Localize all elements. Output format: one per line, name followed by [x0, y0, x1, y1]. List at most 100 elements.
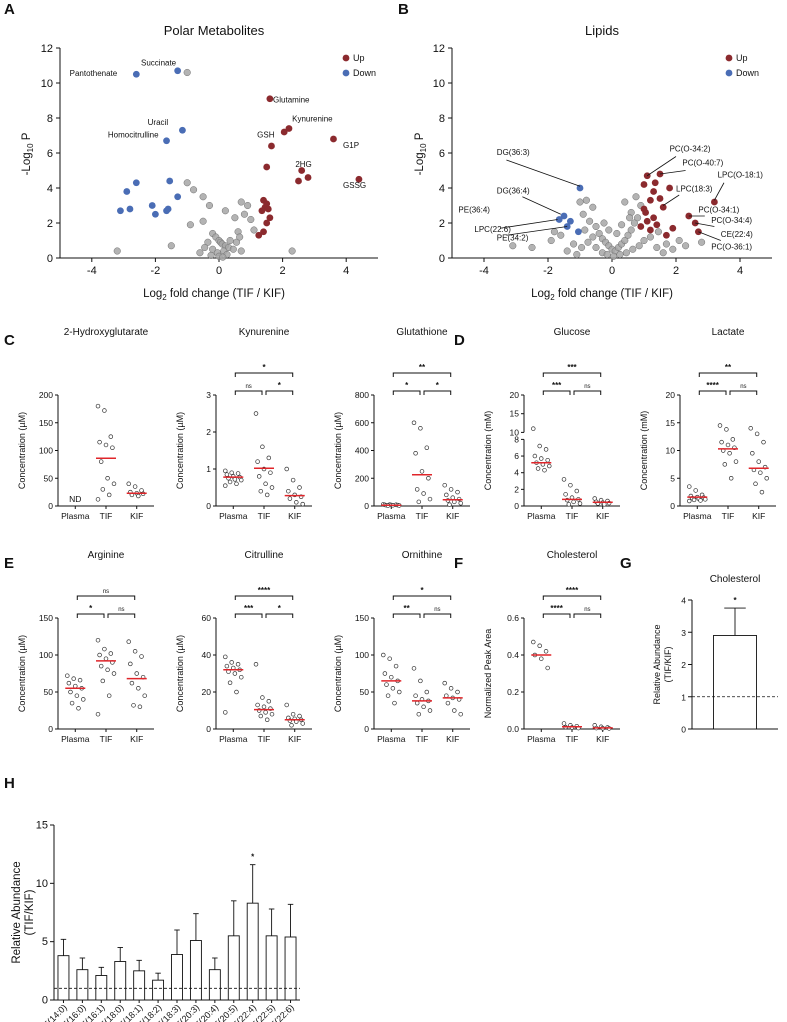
- data-point: [421, 491, 426, 496]
- data-point: [269, 485, 275, 490]
- plot-title: 2-Hydroxyglutarate: [64, 327, 149, 338]
- point-ns: [183, 68, 191, 77]
- data-point: [102, 646, 107, 652]
- data-point: [545, 665, 550, 671]
- point-ns: [199, 217, 207, 225]
- data-point: [444, 492, 449, 498]
- x-tick-label: 0: [609, 265, 615, 277]
- y-tick-label: 6: [439, 148, 445, 160]
- point-ns: [244, 201, 252, 210]
- significance-bracket: [392, 613, 421, 618]
- bar: [95, 975, 108, 1001]
- significance-label: ns: [584, 607, 590, 613]
- data-point: [413, 693, 418, 698]
- point-label: 2HG: [295, 160, 311, 169]
- data-point: [717, 423, 723, 428]
- y-tick-label: 10: [666, 446, 676, 456]
- data-point: [759, 489, 765, 495]
- y-tick-label: 0: [364, 724, 369, 734]
- significance-bracket: [234, 595, 294, 600]
- data-point: [698, 498, 703, 503]
- data-point: [128, 661, 133, 667]
- bar: [57, 955, 70, 1001]
- y-tick-label: 200: [355, 473, 369, 483]
- point-label: G1P: [343, 141, 359, 150]
- data-point: [111, 671, 117, 676]
- significance-label: ****: [566, 586, 579, 595]
- data-point: [234, 481, 239, 487]
- point-up: [650, 188, 657, 195]
- significance-bracket: [729, 390, 758, 395]
- point-ns: [236, 233, 244, 241]
- point-down: [152, 210, 159, 218]
- x-tick-label: KIF: [130, 734, 143, 744]
- data-point: [389, 674, 394, 680]
- point-label: DG(36:4): [497, 186, 530, 195]
- y-tick-label: 3: [206, 390, 211, 400]
- data-point: [260, 695, 265, 700]
- point-ns: [592, 243, 600, 252]
- point-ns: [640, 236, 648, 245]
- point-ns: [621, 236, 629, 245]
- data-point: [691, 497, 697, 503]
- data-point: [106, 492, 112, 498]
- bar: [171, 954, 183, 1001]
- significance-label: ***: [244, 604, 254, 613]
- point-ns: [199, 193, 207, 201]
- y-tick-label: 100: [355, 650, 369, 660]
- data-point: [426, 476, 431, 481]
- point-ns: [605, 226, 613, 234]
- data-point: [106, 693, 112, 698]
- data-point: [297, 485, 302, 490]
- x-tick-label: Plasma: [61, 734, 90, 744]
- plot-title: Cholesterol: [547, 550, 598, 561]
- point-ns: [573, 250, 581, 259]
- y-tick-label: 60: [202, 613, 212, 623]
- y-tick-label: 200: [39, 390, 53, 400]
- panel-b-volcano: B Lipids Log2 fold change (TIF / KIF) -L…: [398, 1, 759, 302]
- data-point: [448, 487, 454, 492]
- bar: [76, 969, 89, 1001]
- point-label: PE(36:4): [458, 206, 490, 215]
- y-axis-label: Relative Abundance: [11, 861, 23, 963]
- data-point: [269, 711, 275, 717]
- data-point: [424, 445, 430, 450]
- point-ns: [595, 229, 603, 238]
- point-ns: [204, 238, 212, 246]
- y-tick-label: 0.0: [507, 724, 519, 734]
- point-ns: [231, 214, 239, 222]
- data-point: [733, 459, 739, 464]
- data-point: [418, 678, 423, 684]
- x-tick-label: KIF: [446, 511, 459, 521]
- y-tick-label: 600: [355, 418, 369, 428]
- leader-line: [714, 182, 725, 201]
- point-ns: [622, 249, 630, 257]
- leader-line: [698, 231, 721, 241]
- y-tick-label: 100: [39, 446, 53, 456]
- y-tick-label: 10: [36, 878, 48, 890]
- point-up: [298, 167, 306, 174]
- data-point: [268, 470, 273, 475]
- data-point: [563, 492, 568, 497]
- y-tick-label: 400: [355, 446, 369, 456]
- data-point: [136, 686, 141, 691]
- data-point: [452, 708, 457, 713]
- data-point: [137, 704, 143, 710]
- y-axis-label: Concentration (µM): [17, 635, 27, 712]
- point-ns: [167, 242, 175, 250]
- y-tick-label: 20: [666, 390, 676, 400]
- bar: [189, 940, 202, 1001]
- data-point: [103, 656, 109, 661]
- data-point: [68, 689, 73, 695]
- data-point: [761, 439, 766, 445]
- point-ns: [581, 226, 589, 234]
- data-point: [253, 411, 259, 416]
- point-ns: [675, 236, 683, 245]
- point-up: [640, 181, 648, 188]
- significance-bracket: [234, 613, 263, 618]
- y-axis-label: Concentration (µM): [333, 412, 343, 489]
- bar: [133, 970, 146, 1001]
- y-tick-label: 2: [439, 218, 445, 230]
- data-point: [445, 700, 451, 706]
- data-point: [392, 700, 397, 706]
